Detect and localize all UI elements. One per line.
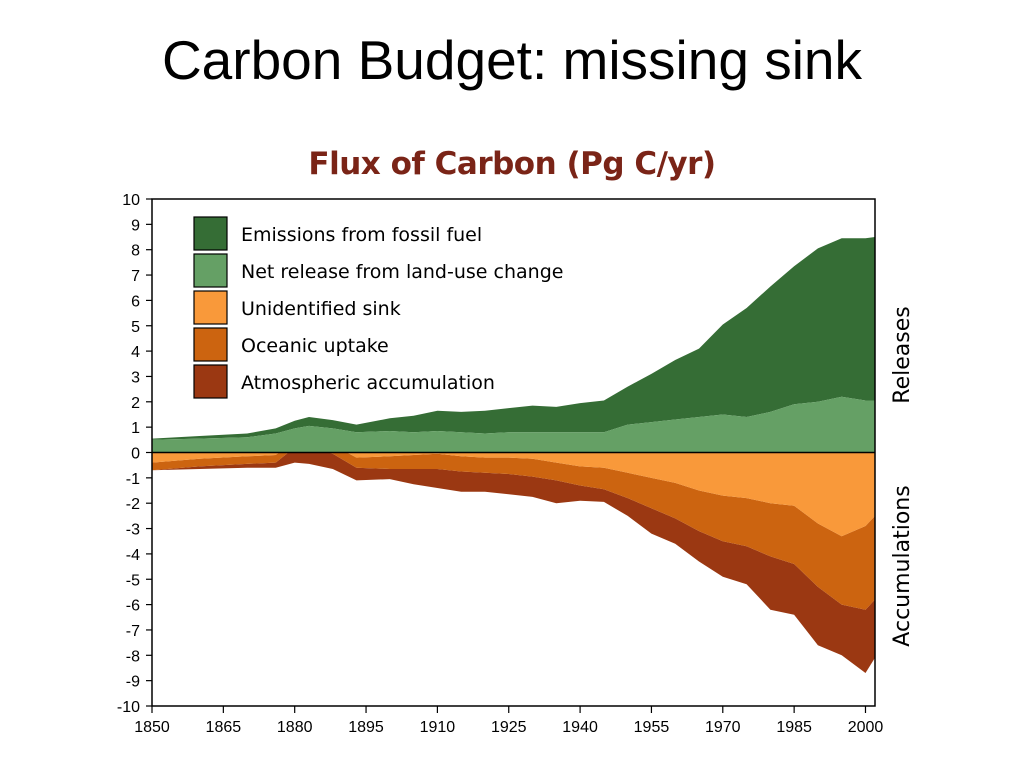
x-tick-label: 1940 <box>562 719 598 736</box>
y-tick-label: -7 <box>126 623 140 640</box>
legend-label: Emissions from fossil fuel <box>241 224 482 246</box>
legend: Emissions from fossil fuel Net release fr… <box>193 216 563 399</box>
y-tick-label: -9 <box>126 674 140 691</box>
y-tick-label: 6 <box>131 293 140 310</box>
y-tick-label: 7 <box>131 268 140 285</box>
legend-label: Unidentified sink <box>241 298 401 320</box>
x-tick-label: 1985 <box>776 719 812 736</box>
y-tick-label: -10 <box>117 699 140 716</box>
chart-title: Flux of Carbon (Pg C/yr) <box>308 146 716 182</box>
legend-swatch <box>193 327 228 362</box>
legend-swatch <box>193 364 228 399</box>
x-tick-label: 1880 <box>277 719 313 736</box>
x-tick-label: 2000 <box>848 719 884 736</box>
y-tick-label: -6 <box>126 598 140 615</box>
legend-swatch <box>193 290 228 325</box>
y-tick-label: 8 <box>131 243 140 260</box>
y-tick-label: -1 <box>126 471 140 488</box>
legend-label: Oceanic uptake <box>241 335 389 357</box>
y-tick-label: 9 <box>131 217 140 234</box>
x-tick-label: 1895 <box>348 719 384 736</box>
y-tick-label: 10 <box>122 192 140 209</box>
y-tick-label: 5 <box>131 319 140 336</box>
area-atmospheric-accumulation <box>152 446 875 673</box>
y-tick-label: 1 <box>131 420 140 437</box>
y-tick-label: -8 <box>126 648 140 665</box>
area-emissions-fossil-fuel <box>152 237 875 440</box>
slide-title: Carbon Budget: missing sink <box>161 29 863 91</box>
areas-layer <box>152 237 875 673</box>
x-tick-label: 1925 <box>491 719 527 736</box>
area-oceanic-uptake <box>152 438 875 610</box>
legend-swatch <box>193 253 228 288</box>
x-tick-label: 1910 <box>420 719 456 736</box>
legend-label: Atmospheric accumulation <box>241 372 495 394</box>
x-tick-label: 1955 <box>634 719 670 736</box>
y-tick-label: -3 <box>126 522 140 539</box>
area-land-use-change <box>152 396 875 453</box>
y-tick-label: 4 <box>131 344 140 361</box>
legend-label: Net release from land-use change <box>241 261 563 283</box>
area-unidentified-sink <box>152 438 875 537</box>
releases-label: Releases <box>890 306 915 403</box>
y-tick-label: -2 <box>126 496 140 513</box>
y-tick-label: -5 <box>126 572 140 589</box>
x-tick-label: 1865 <box>206 719 242 736</box>
x-tick-label: 1850 <box>134 719 170 736</box>
y-tick-label: -4 <box>126 547 140 564</box>
accumulations-label: Accumulations <box>890 485 915 646</box>
x-tick-label: 1970 <box>705 719 741 736</box>
y-tick-label: 2 <box>131 395 140 412</box>
y-tick-label: 3 <box>131 369 140 386</box>
legend-swatch <box>193 216 228 251</box>
y-tick-label: 0 <box>131 446 140 463</box>
